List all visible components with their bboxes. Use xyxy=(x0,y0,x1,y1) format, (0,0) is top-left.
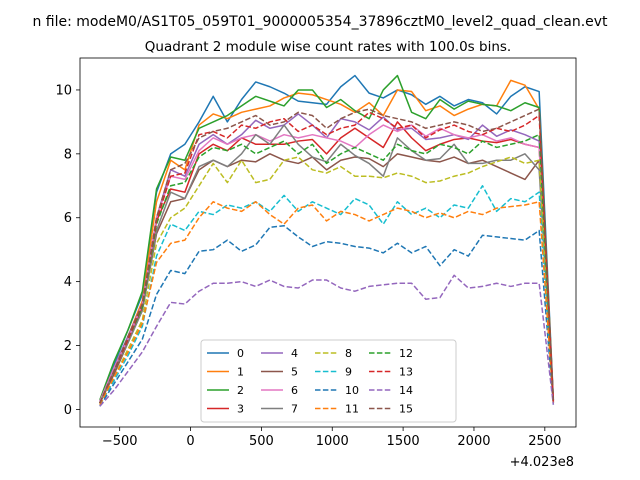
legend-label-2: 2 xyxy=(237,384,244,397)
series-line-7 xyxy=(99,124,555,404)
legend-label-13: 13 xyxy=(399,366,413,379)
figure-suptitle: n file: modeM0/AS1T05_059T01_9000005354_… xyxy=(32,14,608,30)
legend-box xyxy=(200,339,457,423)
x-tick-label: 2000 xyxy=(457,434,490,449)
series-line-3 xyxy=(99,121,555,404)
y-tick-label: 0 xyxy=(64,403,72,418)
legend-label-10: 10 xyxy=(345,384,359,397)
x-axis-offset-label: +4.023e8 xyxy=(510,455,574,470)
series-line-13 xyxy=(99,111,555,404)
legend-label-5: 5 xyxy=(291,366,298,379)
series-line-6 xyxy=(99,124,555,402)
legend-label-1: 1 xyxy=(237,366,244,379)
x-tick-label: 0 xyxy=(186,434,194,449)
plot-area xyxy=(99,74,555,407)
series-line-0 xyxy=(99,74,555,402)
legend-label-7: 7 xyxy=(291,403,298,416)
y-tick-label: 4 xyxy=(64,275,72,290)
legend-label-12: 12 xyxy=(399,347,413,360)
series-line-2 xyxy=(99,74,555,401)
series-line-15 xyxy=(99,108,555,404)
x-tick-label: 2500 xyxy=(528,434,561,449)
series-line-12 xyxy=(99,133,555,404)
series-line-9 xyxy=(99,185,555,406)
legend-label-6: 6 xyxy=(291,384,298,397)
x-tick-label: 1000 xyxy=(316,434,349,449)
axes-frame xyxy=(79,57,577,428)
y-tick-label: 6 xyxy=(64,211,72,226)
series-line-11 xyxy=(99,201,555,405)
series-lines xyxy=(99,74,555,407)
legend-label-4: 4 xyxy=(291,347,298,360)
legend-label-14: 14 xyxy=(399,384,413,397)
series-line-1 xyxy=(99,79,555,404)
y-tick-label: 8 xyxy=(64,147,72,162)
chart-title: Quadrant 2 module wise count rates with … xyxy=(145,39,511,55)
legend-label-11: 11 xyxy=(345,403,359,416)
legend-label-8: 8 xyxy=(345,347,352,360)
legend-label-3: 3 xyxy=(237,403,244,416)
x-tick-label: 1500 xyxy=(387,434,420,449)
series-line-5 xyxy=(99,153,555,404)
series-line-14 xyxy=(99,274,555,407)
y-tick-label: 2 xyxy=(64,339,72,354)
series-line-10 xyxy=(99,224,555,407)
legend-label-15: 15 xyxy=(399,403,413,416)
y-tick-label: 10 xyxy=(55,83,72,98)
series-line-8 xyxy=(99,156,555,405)
legend-label-0: 0 xyxy=(237,347,244,360)
x-tick-label: 500 xyxy=(249,434,274,449)
x-tick-label: −500 xyxy=(102,434,138,449)
legend-label-9: 9 xyxy=(345,366,352,379)
